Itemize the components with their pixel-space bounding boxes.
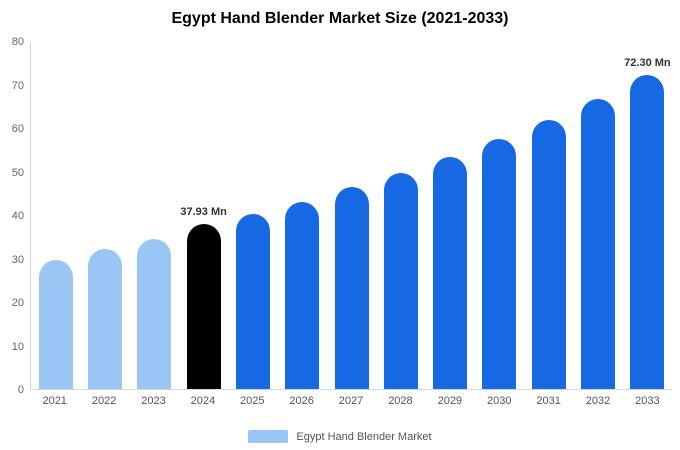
x-label-2025: 2025 [240,395,265,407]
bar-2021 [38,259,73,389]
bar-2022 [87,248,122,389]
x-label-2031: 2031 [536,395,561,407]
bar-slot-2031 [524,42,573,389]
x-label-2032: 2032 [585,395,611,407]
bar-slot-2032 [573,42,622,389]
y-tick-50: 50 [11,166,24,179]
x-label-2023: 2023 [141,395,166,407]
data-label-2024: 37.93 Mn [180,206,227,219]
bars-container: 37.93 Mn 72.30 Mn [31,42,672,389]
bar-2032 [581,99,616,389]
x-label-2030: 2030 [486,395,512,407]
bar-2033 [630,75,665,389]
x-label-2024: 2024 [190,395,216,407]
bar-slot-2021 [31,42,80,389]
bar-slot-2024: 37.93 Mn [179,42,228,389]
bar-slot-2025 [228,42,277,389]
bar-2025 [235,214,270,389]
bar-slot-2026 [278,42,327,389]
y-tick-30: 30 [11,253,24,266]
x-label-2022: 2022 [91,395,117,407]
bar-slot-2030 [475,42,524,389]
x-label-2028: 2028 [388,395,413,407]
bar-2024 [186,224,221,389]
y-tick-10: 10 [11,340,24,353]
bar-2031 [531,120,566,389]
x-label-2021: 2021 [42,395,67,407]
bar-slot-2033: 72.30 Mn [623,42,672,389]
data-label-2033: 72.30 Mn [624,57,671,70]
x-label-2033: 2033 [635,395,660,407]
y-tick-20: 20 [11,297,24,309]
bar-slot-2029 [426,42,475,389]
legend: Egypt Hand Blender Market [0,430,680,443]
x-label-2027: 2027 [338,395,364,407]
y-tick-40: 40 [11,210,24,222]
y-tick-80: 80 [11,36,24,48]
bar-slot-2022 [80,42,129,389]
bar-2029 [433,156,468,389]
bar-2023 [137,238,172,389]
y-tick-0: 0 [17,384,24,396]
bar-slot-2027 [327,42,376,389]
chart-title: Egypt Hand Blender Market Size (2021-203… [171,10,509,27]
y-tick-60: 60 [11,123,24,135]
bar-2027 [334,187,369,389]
y-axis: 0 10 20 30 40 50 60 70 80 [0,36,26,396]
bar-2026 [285,201,320,389]
bar-slot-2028 [376,42,425,389]
plot-area: 37.93 Mn 72.30 Mn [30,42,672,390]
bar-2030 [482,139,517,389]
x-label-2026: 2026 [289,395,314,407]
bar-2028 [383,172,418,389]
bar-slot-2023 [130,42,179,389]
y-tick-70: 70 [11,79,24,92]
x-axis: 2021 2022 2023 2024 2025 2026 2027 2028 2029 2030… [30,395,672,407]
legend-swatch [248,430,289,443]
x-label-2029: 2029 [437,395,463,407]
legend-label: Egypt Hand Blender Market [296,430,432,443]
